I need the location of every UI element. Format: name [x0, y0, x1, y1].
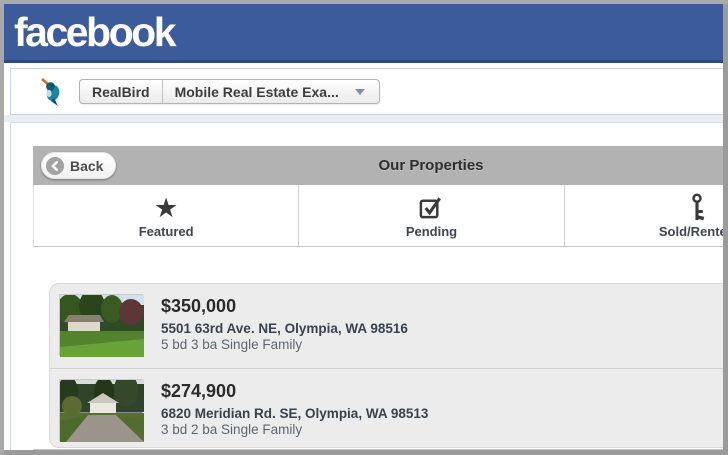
- chevron-left-icon: [46, 156, 64, 175]
- back-button-label: Back: [70, 157, 104, 174]
- chevron-down-icon: [354, 88, 365, 95]
- tab-featured-label: Featured: [138, 223, 194, 239]
- star-icon: ★: [154, 192, 179, 223]
- listing-row-2[interactable]: $274,900 6820 Meridian Rd. SE, Olympia, …: [50, 368, 723, 448]
- back-button[interactable]: Back: [41, 152, 117, 179]
- listing-row-1[interactable]: $350,000 5501 63rd Ave. NE, Olympia, WA …: [50, 284, 723, 368]
- listing-price: $350,000: [161, 296, 237, 316]
- key-icon: [685, 193, 709, 221]
- page-title: Our Properties: [378, 157, 484, 174]
- facebook-logo[interactable]: facebook: [14, 8, 177, 55]
- tab-pending[interactable]: Pending: [298, 185, 563, 246]
- checkbox-check-icon: [418, 193, 445, 221]
- app-name-button[interactable]: RealBird: [80, 80, 163, 103]
- tab-featured[interactable]: ★ Featured: [34, 185, 298, 246]
- tab-sold-rented[interactable]: Sold/Rented: [563, 185, 723, 246]
- next-section-bar: [33, 449, 723, 450]
- listing-address: 6820 Meridian Rd. SE, Olympia, WA 98513: [161, 406, 429, 421]
- property-photo: [59, 379, 144, 442]
- facebook-header: facebook: [4, 4, 723, 63]
- realbird-kingfisher-icon: [39, 77, 65, 107]
- property-photo: [59, 294, 144, 357]
- separator-strip: [4, 115, 723, 122]
- tab-sold-rented-label: Sold/Rented: [658, 223, 723, 239]
- listing-address: 5501 63rd Ave. NE, Olympia, WA 98516: [161, 321, 408, 336]
- page-viewport: facebook RealBird Mobile Real Estate Exa…: [4, 4, 723, 450]
- listing-price: $274,900: [161, 381, 237, 401]
- listing-details: 5 bd 3 ba Single Family: [161, 337, 303, 352]
- tab-pending-label: Pending: [405, 223, 458, 239]
- page-selector-value: Mobile Real Estate Exa...: [174, 83, 339, 100]
- listing-details: 3 bd 2 ba Single Family: [161, 422, 303, 437]
- property-list: $350,000 5501 63rd Ave. NE, Olympia, WA …: [49, 283, 723, 448]
- app-canvas: Back Our Properties ★ Featured Pe: [10, 122, 723, 450]
- page-selector-dropdown[interactable]: Mobile Real Estate Exa...: [163, 80, 379, 103]
- properties-header-bar: Back Our Properties: [33, 146, 723, 185]
- property-tabs: ★ Featured Pending: [33, 185, 723, 247]
- app-page-switcher: RealBird Mobile Real Estate Exa...: [79, 79, 380, 104]
- app-toolbar: RealBird Mobile Real Estate Exa...: [10, 68, 723, 115]
